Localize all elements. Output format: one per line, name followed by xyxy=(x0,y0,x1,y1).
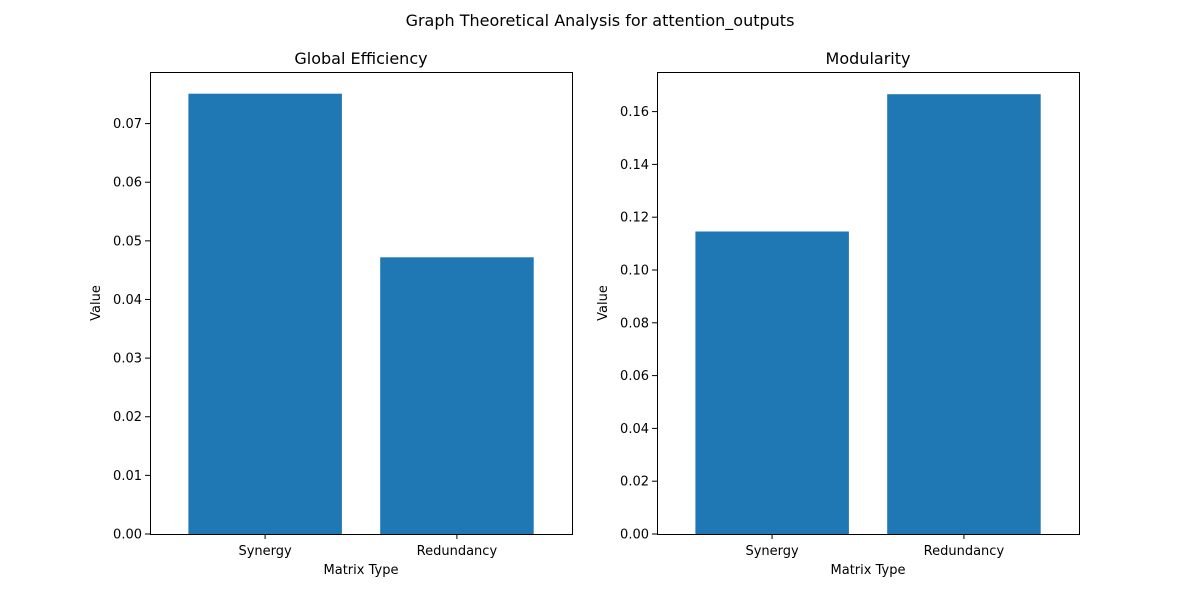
y-tick-label: 0.06 xyxy=(620,369,649,384)
x-tick-label: Synergy xyxy=(745,544,799,559)
x-tick-label: Redundancy xyxy=(417,544,498,559)
bar-group xyxy=(188,93,534,534)
chart-global-efficiency: Global Efficiency 0.000.010.020.030.040.… xyxy=(89,49,573,578)
y-tick-label: 0.02 xyxy=(620,475,649,490)
y-tick-label: 0.07 xyxy=(113,117,142,132)
y-tick-label: 0.12 xyxy=(620,211,649,226)
bar-group xyxy=(695,94,1041,534)
x-axis: Synergy Redundancy xyxy=(745,534,1004,559)
y-tick-label: 0.04 xyxy=(113,293,142,308)
y-tick-label: 0.16 xyxy=(620,105,649,120)
y-axis: 0.00 0.02 0.04 0.06 0.08 0.10 0.12 0.14 0.16 xyxy=(620,105,657,543)
bar-redundancy xyxy=(380,257,534,534)
chart-modularity: Modularity 0.000.020.040.060.080.100.120… xyxy=(596,49,1080,578)
y-tick-label: 0.05 xyxy=(113,234,142,249)
y-axis-label: Value xyxy=(596,285,611,321)
plot-frame xyxy=(657,72,1080,535)
y-tick-label: 0.10 xyxy=(620,264,649,279)
x-axis-label: Matrix Type xyxy=(831,563,906,578)
chart-title: Modularity xyxy=(826,49,911,68)
y-tick-label: 0.01 xyxy=(113,469,142,484)
y-tick-label: 0.06 xyxy=(113,176,142,191)
y-tick-label: 0.00 xyxy=(620,528,649,543)
figure-title: Graph Theoretical Analysis for attention… xyxy=(406,11,795,31)
y-tick-label: 0.08 xyxy=(620,316,649,331)
x-tick-label: Redundancy xyxy=(924,544,1005,559)
y-axis-label: Value xyxy=(89,285,104,321)
plot-frame xyxy=(150,72,573,535)
bar-redundancy xyxy=(887,94,1041,534)
y-tick-label: 0.14 xyxy=(620,158,649,173)
y-tick-label: 0.00 xyxy=(113,528,142,543)
y-tick-label: 0.04 xyxy=(620,422,649,437)
x-axis: Synergy Redundancy xyxy=(238,534,497,559)
bar-synergy xyxy=(188,93,342,534)
x-axis-label: Matrix Type xyxy=(324,563,399,578)
bar-synergy xyxy=(695,231,849,534)
chart-title: Global Efficiency xyxy=(294,49,427,68)
y-tick-label: 0.03 xyxy=(113,352,142,367)
y-tick-label: 0.02 xyxy=(113,410,142,425)
y-axis: 0.00 0.01 0.02 0.03 0.04 0.05 0.06 0.07 xyxy=(113,117,150,543)
x-tick-label: Synergy xyxy=(238,544,292,559)
